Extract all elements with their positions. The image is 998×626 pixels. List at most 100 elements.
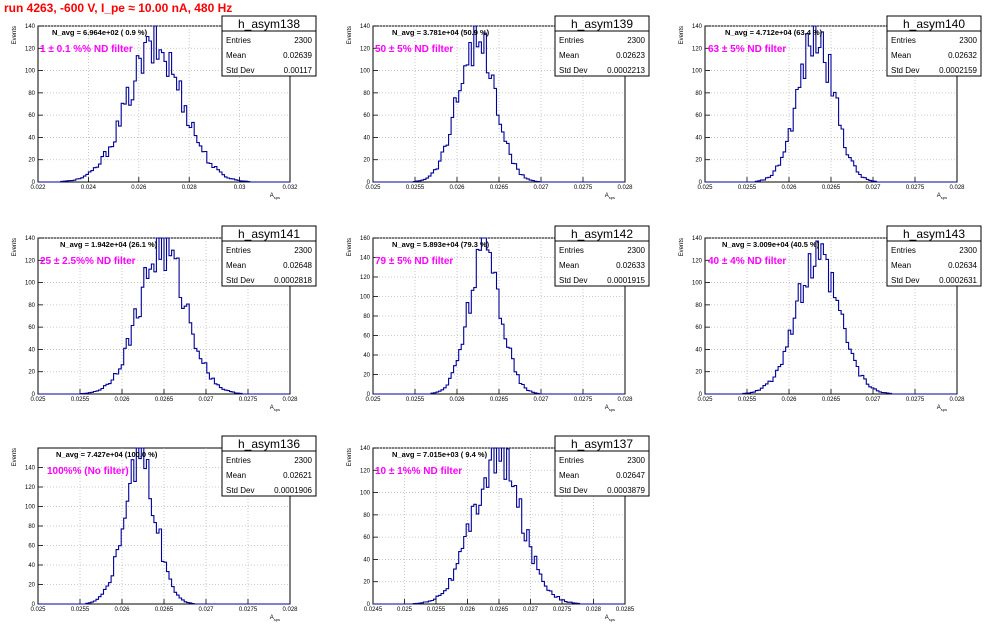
stats-box — [221, 435, 317, 497]
x-tick-label: 0.024 — [81, 185, 97, 191]
y-tick-label: 40 — [363, 557, 370, 563]
x-tick-label: 0.025 — [697, 397, 713, 403]
y-tick-label: 60 — [363, 113, 370, 119]
y-tick-label: 80 — [28, 524, 35, 530]
x-tick-label: 0.028 — [282, 397, 298, 403]
y-tick-label: 20 — [363, 580, 370, 586]
histogram-series — [373, 447, 625, 605]
y-tick-label: 120 — [25, 46, 36, 52]
stats-label-mean: Mean — [891, 261, 911, 270]
y-tick-label: 140 — [360, 24, 371, 30]
y-tick-label: 0 — [32, 602, 36, 608]
stats-label-entries: Entries — [891, 246, 916, 255]
stats-label-entries: Entries — [559, 36, 584, 45]
x-tick-label: 0.027 — [198, 397, 214, 403]
y-tick-label: 80 — [363, 513, 370, 519]
stats-label-mean: Mean — [559, 261, 579, 270]
y-tick-label: 0 — [367, 392, 371, 398]
y-tick-label: 120 — [360, 275, 371, 281]
y-tick-label: 40 — [363, 353, 370, 359]
histogram-name: h_asym141 — [238, 227, 300, 241]
stats-value-mean: 0.02634 — [948, 261, 977, 270]
stats-label-entries: Entries — [226, 36, 251, 45]
stats-value-std_dev: 0.0003879 — [607, 486, 645, 495]
y-axis-title: Events — [679, 238, 685, 256]
stats-box — [554, 225, 650, 287]
stats-label-mean: Mean — [559, 51, 579, 60]
y-axis-title: Events — [12, 448, 18, 466]
x-tick-label: 0.025 — [30, 607, 46, 613]
y-tick-label: 0 — [32, 180, 36, 186]
y-tick-label: 60 — [695, 113, 702, 119]
x-tick-label: 0.0255 — [427, 607, 446, 613]
x-tick-label: 0.0255 — [406, 397, 425, 403]
y-axis-title: Events — [12, 238, 18, 256]
y-tick-label: 0 — [367, 180, 371, 186]
stats-value-std_dev: 0.0002818 — [274, 276, 312, 285]
y-tick-label: 0 — [367, 602, 371, 608]
y-tick-label: 100 — [25, 281, 36, 287]
stats-label-std_dev: Std Dev — [226, 486, 254, 495]
stats-label-entries: Entries — [226, 456, 251, 465]
stats-label-mean: Mean — [559, 471, 579, 480]
x-tick-label: 0.025 — [697, 185, 713, 191]
y-tick-label: 80 — [363, 91, 370, 97]
y-tick-label: 160 — [360, 236, 371, 242]
histogram-name: h_asym143 — [903, 227, 965, 241]
stats-value-mean: 0.02623 — [616, 51, 645, 60]
y-tick-label: 0 — [699, 392, 703, 398]
x-axis-title: Asps — [937, 405, 947, 412]
stats-label-std_dev: Std Dev — [559, 276, 587, 285]
x-tick-label: 0.0265 — [822, 397, 841, 403]
y-axis-title: Events — [347, 26, 353, 44]
y-tick-label: 100 — [25, 505, 36, 511]
stats-box — [886, 225, 982, 287]
y-tick-label: 120 — [25, 258, 36, 264]
histogram-name: h_asym140 — [903, 17, 965, 31]
x-tick-label: 0.025 — [365, 397, 381, 403]
filter-label: 100%% (No filter) — [47, 466, 129, 477]
x-tick-label: 0.028 — [949, 185, 965, 191]
x-tick-label: 0.0265 — [490, 185, 509, 191]
filter-label: 1 ± 0.1 %% ND filter — [40, 44, 133, 55]
y-tick-label: 100 — [25, 69, 36, 75]
y-tick-label: 40 — [28, 347, 35, 353]
stats-label-entries: Entries — [226, 246, 251, 255]
stats-value-std_dev: 0.0002159 — [939, 66, 977, 75]
x-tick-label: 0.026 — [781, 185, 797, 191]
x-tick-label: 0.028 — [586, 607, 602, 613]
x-tick-label: 0.027 — [533, 185, 549, 191]
histogram-series — [38, 447, 290, 605]
y-tick-label: 140 — [692, 24, 703, 30]
stats-value-entries: 2300 — [959, 246, 977, 255]
x-tick-label: 0.0255 — [738, 397, 757, 403]
y-tick-label: 0 — [32, 392, 36, 398]
stats-value-entries: 2300 — [294, 246, 312, 255]
y-tick-label: 100 — [360, 69, 371, 75]
stats-value-mean: 0.02647 — [616, 471, 645, 480]
y-axis-title: Events — [347, 238, 353, 256]
y-tick-label: 140 — [360, 446, 371, 452]
x-tick-label: 0.026 — [460, 607, 476, 613]
x-tick-label: 0.0275 — [239, 607, 258, 613]
x-tick-label: 0.0265 — [155, 607, 174, 613]
x-tick-label: 0.0265 — [490, 397, 509, 403]
y-tick-label: 60 — [363, 334, 370, 340]
histogram-series — [705, 25, 957, 183]
y-tick-label: 140 — [692, 236, 703, 242]
y-tick-label: 20 — [695, 158, 702, 164]
y-tick-label: 120 — [692, 46, 703, 52]
x-tick-label: 0.0265 — [822, 185, 841, 191]
x-axis-title: Asps — [270, 405, 280, 412]
filter-label: 50 ± 5% ND filter — [375, 44, 453, 55]
x-tick-label: 0.026 — [114, 607, 130, 613]
stats-label-std_dev: Std Dev — [559, 66, 587, 75]
x-tick-label: 0.0275 — [906, 185, 925, 191]
stats-box — [221, 225, 317, 287]
y-tick-label: 80 — [28, 303, 35, 309]
y-tick-label: 40 — [363, 135, 370, 141]
filter-label: 79 ± 5% ND filter — [375, 256, 453, 267]
filter-label: 40 ± 4% ND filter — [708, 256, 786, 267]
y-tick-label: 20 — [363, 158, 370, 164]
n-avg-label: N_avg = 5.893e+04 (79.3 %) — [392, 240, 490, 249]
